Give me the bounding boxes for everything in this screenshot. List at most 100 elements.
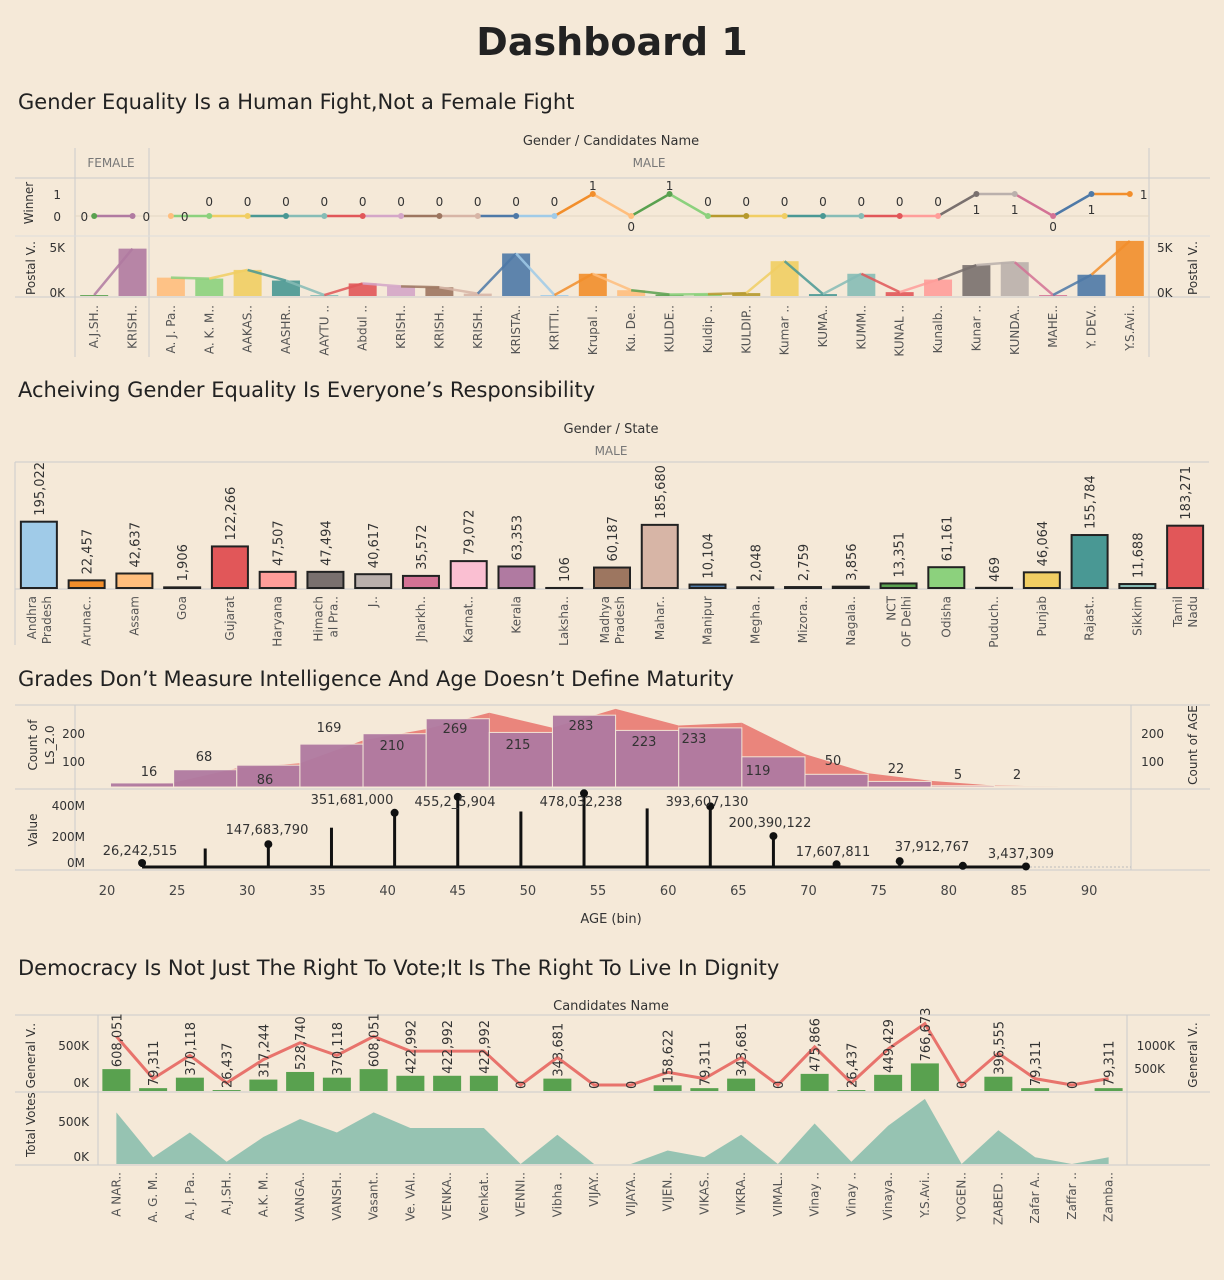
chart1-header: Gender / Candidates Name [523, 134, 699, 149]
category-label: A. K. M.. [202, 305, 216, 354]
votes-data-label: 343,681 [551, 1023, 566, 1077]
votes-data-label: 449,429 [882, 1019, 897, 1073]
value-point [958, 861, 967, 870]
votes-data-label: 0 [515, 1081, 530, 1089]
state-data-label: 47,507 [272, 520, 287, 566]
age-bar [741, 756, 806, 788]
votes-data-label: 422,992 [404, 1020, 419, 1074]
winner-point [551, 213, 558, 219]
postal-bar [387, 286, 416, 296]
age-count-label: 119 [746, 764, 771, 779]
state-category-label: Rajast.. [1083, 596, 1097, 641]
votes-bar [984, 1076, 1013, 1091]
votes-data-label: 79,311 [698, 1041, 713, 1087]
winner-point [1126, 191, 1133, 197]
age-count-label: 210 [380, 739, 405, 754]
category-label: KRISH.. [432, 305, 446, 349]
winner-line-segment [630, 192, 671, 218]
votes-data-label: 475,866 [809, 1018, 824, 1072]
winner-data-label: 0 [474, 195, 482, 209]
state-bar [67, 579, 106, 590]
winner-point [973, 191, 980, 197]
state-data-label: 122,266 [224, 487, 239, 541]
category-label: KUMM.. [854, 305, 868, 350]
candidate-category-label: A. G. M.. [146, 1172, 160, 1223]
winner-data-label: 1 [1088, 203, 1096, 217]
candidate-category-label: A.J.SH.. [220, 1172, 234, 1215]
winner-data-label: 0 [858, 195, 866, 209]
winner-point [743, 213, 750, 219]
age-count-label: 68 [196, 750, 213, 765]
winner-data-label: 0 [896, 195, 904, 209]
postal-bar [924, 279, 953, 296]
candidate-category-label: VIJEN.. [661, 1172, 675, 1211]
value-data-label: 17,607,811 [796, 845, 870, 860]
winner-point [781, 213, 788, 219]
winner-point [244, 213, 251, 219]
age-bar [804, 773, 869, 788]
state-bar [306, 570, 345, 590]
candidate-category-label: VIJAYA.. [624, 1172, 638, 1216]
state-data-label: 469 [988, 557, 1003, 582]
x-tick-label: 90 [1081, 884, 1098, 899]
value-data-label: 147,683,790 [226, 823, 309, 838]
state-category-label: Laksha.. [557, 596, 571, 646]
candidate-category-label: Vibha .. [550, 1172, 564, 1217]
votes-data-label: 528,740 [294, 1016, 309, 1070]
winner-data-label: 0 [551, 195, 559, 209]
candidate-category-label: ZABED .. [991, 1172, 1005, 1225]
category-label: KUNDA.. [1008, 305, 1022, 355]
votes-data-label: 396,555 [992, 1021, 1007, 1075]
candidate-category-label: Ve. VAI.. [403, 1172, 417, 1221]
votes-bar [910, 1063, 939, 1091]
category-label: Kunalb.. [931, 305, 945, 353]
postal-line-segment [1052, 273, 1093, 297]
postal-line-segment [745, 260, 786, 295]
age-bar [173, 769, 238, 788]
votes-data-label: 343,681 [735, 1023, 750, 1077]
value-point [453, 792, 462, 801]
state-data-label: 35,572 [415, 524, 430, 570]
state-data-label: 42,637 [128, 522, 143, 568]
votes-bar [322, 1077, 351, 1091]
votes-data-label: 0 [625, 1081, 640, 1089]
category-label: AAKAS.. [241, 305, 255, 353]
candidate-category-label: VENNI.. [514, 1172, 528, 1217]
postal-line-segment [476, 252, 518, 295]
age-count-label: 5 [954, 768, 962, 783]
age-count-label: 283 [569, 719, 594, 734]
winner-data-label: 0 [359, 195, 367, 209]
candidate-category-label: YOGEN.. [955, 1172, 969, 1223]
state-category-label: al Pra.. [326, 596, 340, 637]
category-label: Kumar .. [778, 305, 792, 355]
category-label: A. J. Pa.. [164, 305, 178, 353]
postal-bar [1039, 295, 1068, 296]
state-category-label: Assam [127, 596, 141, 636]
candidate-category-label: Vinay .. [844, 1172, 858, 1217]
winner-point [359, 213, 366, 219]
votes-data-label: 26,437 [845, 1043, 860, 1089]
tick-label: 5K [1157, 241, 1174, 255]
winner-point [896, 213, 903, 219]
tick-label: 5K [49, 241, 66, 255]
state-bar [784, 586, 823, 590]
category-label: Kunar .. [969, 305, 983, 351]
votes-data-label: 79,311 [1103, 1041, 1118, 1087]
candidate-category-label: VIMAL.. [771, 1172, 785, 1217]
category-label: KRISH.. [126, 305, 140, 349]
votes-data-label: 370,118 [331, 1022, 346, 1076]
tick-label: 200 [1141, 727, 1164, 741]
winner-line-segment [668, 192, 709, 218]
candidate-category-label: Zamba.. [1102, 1172, 1116, 1222]
tick-label: 500K [1134, 1062, 1166, 1076]
x-tick-label: 45 [449, 884, 466, 899]
state-data-label: 79,072 [463, 510, 478, 555]
winner-data-label: 0 [742, 195, 750, 209]
postal-line-segment [553, 272, 594, 297]
postal-line-segment [899, 278, 939, 294]
section-title-gender-responsibility: Acheiving Gender Equality Is Everyone’s … [18, 378, 596, 402]
winner-data-label: 0 [934, 195, 942, 209]
postal-bar [156, 277, 185, 296]
value-point [706, 802, 715, 811]
postal-bar [310, 295, 339, 296]
